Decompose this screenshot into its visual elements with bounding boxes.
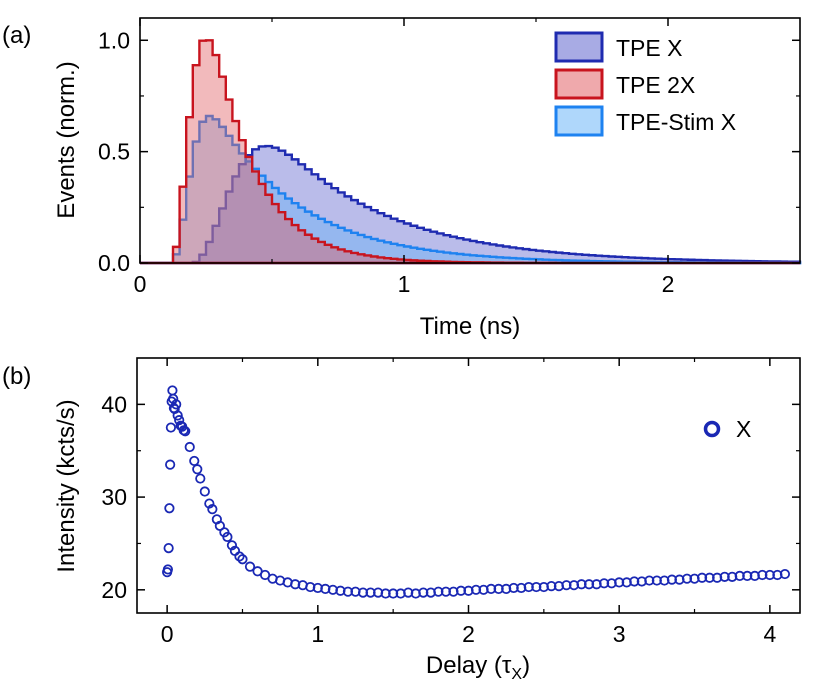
- panel-a-label: (a): [2, 22, 31, 49]
- data-point: [199, 486, 210, 497]
- series-tpe-2x-histogram: [140, 39, 800, 265]
- x-tick-label: 0: [161, 621, 174, 647]
- data-point: [163, 542, 174, 554]
- panel-b-ylabel: Intensity (kcts/s): [53, 399, 80, 572]
- y-tick-label: 0.0: [98, 250, 130, 276]
- x-tick-label: 0: [134, 271, 147, 297]
- y-tick-label: 0.5: [98, 139, 130, 165]
- data-point: [165, 422, 176, 433]
- panel-b-xlabel-subscript: X: [511, 666, 522, 683]
- panel-a: (a) 0 1 2 0.0 0.5 1.0 Time (ns) Events (norm.…: [2, 17, 802, 340]
- panel-b-xlabel-close: ): [522, 652, 530, 679]
- data-point: [195, 473, 206, 484]
- data-point: [244, 561, 256, 572]
- y-tick-label: 20: [101, 577, 127, 603]
- panel-a-plot-area: [140, 39, 802, 265]
- legend-swatch-tpe-stim-x: [554, 105, 604, 137]
- y-tick-label: 30: [101, 484, 127, 510]
- x-tick-label: 2: [462, 621, 475, 647]
- panel-a-legend: TPE X TPE 2X TPE-Stim X: [554, 31, 736, 137]
- data-point: [779, 568, 791, 580]
- x-tick-label: 2: [662, 271, 675, 297]
- panel-b-ticks: 0 1 2 3 4 20 30 40: [101, 358, 800, 647]
- x-tick-label: 1: [311, 621, 324, 647]
- legend-label-tpe-x: TPE X: [616, 35, 682, 61]
- legend-item-tpe-x: TPE X: [554, 31, 682, 63]
- panel-a-ticks: 0 1 2 0.0 0.5 1.0: [98, 18, 800, 297]
- data-point: [192, 464, 203, 475]
- panel-a-frame: [139, 17, 801, 264]
- legend-item-tpe-stim-x: TPE-Stim X: [554, 105, 736, 137]
- panel-b-xlabel-main: Delay (τ: [426, 652, 512, 679]
- data-point: [204, 498, 215, 509]
- legend-marker-x: [703, 420, 721, 438]
- data-point: [172, 410, 183, 421]
- data-point: [207, 504, 218, 515]
- data-point: [184, 441, 195, 453]
- panel-b-plot-area: [162, 385, 791, 599]
- x-tick-label: 3: [613, 621, 626, 647]
- data-point: [180, 426, 191, 437]
- data-point: [167, 385, 178, 396]
- x-tick-label: 4: [763, 621, 776, 647]
- panel-b-xlabel: Delay (τX): [426, 652, 530, 683]
- data-point: [164, 503, 175, 514]
- x-tick-label: 1: [398, 271, 411, 297]
- panel-b-legend: X: [703, 416, 751, 442]
- legend-swatch-tpe-x: [554, 31, 604, 63]
- panel-a-xlabel: Time (ns): [420, 313, 520, 340]
- data-point: [222, 531, 233, 543]
- data-point: [171, 399, 182, 410]
- data-point: [226, 540, 238, 551]
- data-point: [237, 554, 248, 565]
- data-point: [162, 564, 173, 575]
- legend-swatch-tpe-2x: [554, 68, 604, 100]
- legend-label-tpe-2x: TPE 2X: [616, 72, 695, 98]
- y-tick-label: 1.0: [98, 27, 130, 53]
- y-tick-label: 40: [101, 391, 127, 417]
- data-point: [189, 455, 200, 467]
- data-point: [234, 551, 245, 562]
- legend-item-tpe-2x: TPE 2X: [554, 68, 695, 100]
- legend-label-x: X: [736, 416, 751, 442]
- panel-a-ylabel: Events (norm.): [53, 61, 80, 218]
- data-point: [168, 393, 179, 404]
- data-point: [165, 459, 176, 470]
- legend-label-tpe-stim-x: TPE-Stim X: [616, 109, 736, 135]
- panel-b-label: (b): [2, 363, 31, 390]
